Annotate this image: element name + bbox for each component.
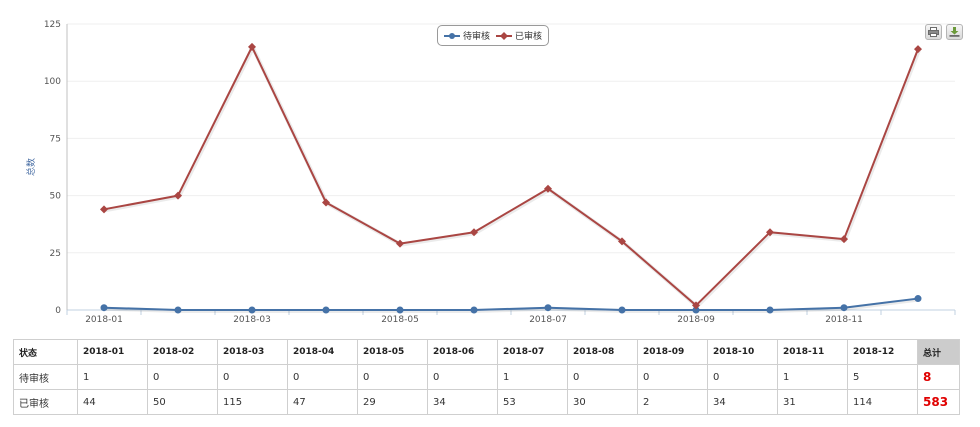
header-cell-month: 2018-08 <box>567 339 638 365</box>
data-point-pending <box>840 304 848 312</box>
header-cell-month: 2018-03 <box>217 339 288 365</box>
value-cell: 2 <box>637 389 708 415</box>
print-button[interactable] <box>925 24 942 40</box>
export-button[interactable] <box>946 24 963 40</box>
data-point-pending <box>692 306 700 314</box>
legend-marker-diamond-icon <box>496 31 513 40</box>
table-row-pending: 待审核 1 0 0 0 0 0 1 0 0 0 1 5 8 <box>13 364 960 390</box>
data-point-pending <box>100 304 108 312</box>
header-cell-month: 2018-07 <box>497 339 568 365</box>
data-point-pending <box>544 304 552 312</box>
value-cell: 34 <box>427 389 498 415</box>
series-line-pending <box>103 297 919 311</box>
value-cell: 0 <box>637 364 708 390</box>
header-cell-status: 状态 <box>13 339 78 365</box>
value-cell: 1 <box>77 364 148 390</box>
table-row-reviewed: 已审核 44 50 115 47 29 34 53 30 2 34 31 114… <box>13 389 960 415</box>
data-point-pending <box>766 306 774 314</box>
data-point-reviewed <box>618 237 626 246</box>
data-table: 状态 2018-01 2018-02 2018-03 2018-04 2018-… <box>13 339 960 415</box>
header-cell-month: 2018-05 <box>357 339 428 365</box>
value-cell: 34 <box>707 389 778 415</box>
data-point-reviewed <box>914 45 922 54</box>
x-tick-label: 2018-07 <box>529 315 567 325</box>
header-cell-month: 2018-11 <box>777 339 848 365</box>
value-cell: 1 <box>497 364 568 390</box>
value-cell: 47 <box>287 389 358 415</box>
value-cell: 0 <box>427 364 498 390</box>
series-line-reviewed <box>103 45 919 307</box>
header-cell-month: 2018-02 <box>147 339 218 365</box>
value-cell: 0 <box>707 364 778 390</box>
value-cell: 114 <box>847 389 918 415</box>
value-cell: 44 <box>77 389 148 415</box>
y-axis-title: 总数 <box>25 158 37 176</box>
value-cell: 29 <box>357 389 428 415</box>
status-cell: 已审核 <box>13 389 78 415</box>
total-cell: 583 <box>917 389 960 415</box>
value-cell: 115 <box>217 389 288 415</box>
value-cell: 0 <box>357 364 428 390</box>
header-cell-month: 2018-09 <box>637 339 708 365</box>
data-point-reviewed <box>470 228 478 237</box>
y-tick-label: 25 <box>50 249 61 259</box>
header-cell-month: 2018-06 <box>427 339 498 365</box>
x-tick-label: 2018-05 <box>381 315 419 325</box>
value-cell: 30 <box>567 389 638 415</box>
data-point-reviewed <box>840 235 848 244</box>
data-point-pending <box>914 295 922 303</box>
data-point-pending <box>618 306 626 314</box>
line-chart: 0 25 50 75 100 125 总数 2018-01 2018-03 2018-05 2018… <box>25 20 963 325</box>
data-point-pending <box>174 306 182 314</box>
header-cell-month: 2018-12 <box>847 339 918 365</box>
table-header-row: 状态 2018-01 2018-02 2018-03 2018-04 2018-… <box>13 339 960 365</box>
x-tick-label: 2018-01 <box>85 315 123 325</box>
value-cell: 5 <box>847 364 918 390</box>
data-point-reviewed <box>100 205 108 214</box>
legend-marker-circle-icon <box>444 32 460 39</box>
y-tick-label: 75 <box>50 134 61 144</box>
legend-item-pending[interactable]: 待审核 <box>444 29 490 42</box>
header-cell-month: 2018-01 <box>77 339 148 365</box>
value-cell: 0 <box>287 364 358 390</box>
value-cell: 50 <box>147 389 218 415</box>
status-cell: 待审核 <box>13 364 78 390</box>
legend-label: 待审核 <box>463 32 491 42</box>
data-point-reviewed <box>174 191 182 200</box>
x-tick-label: 2018-11 <box>825 315 863 325</box>
print-icon <box>928 27 939 37</box>
legend-item-reviewed[interactable]: 已审核 <box>496 29 542 42</box>
legend-label: 已审核 <box>515 32 543 42</box>
data-point-reviewed <box>692 301 700 310</box>
value-cell: 31 <box>777 389 848 415</box>
x-tick-label: 2018-09 <box>677 315 715 325</box>
value-cell: 0 <box>147 364 218 390</box>
chart-legend: 待审核 已审核 <box>437 25 550 46</box>
x-tick-label: 2018-03 <box>233 315 271 325</box>
value-cell: 1 <box>777 364 848 390</box>
y-tick-label: 125 <box>44 20 61 30</box>
data-point-pending <box>396 306 404 314</box>
y-tick-label: 100 <box>44 77 61 87</box>
data-point-reviewed <box>766 228 774 237</box>
value-cell: 53 <box>497 389 568 415</box>
download-icon <box>949 27 960 37</box>
header-cell-month: 2018-10 <box>707 339 778 365</box>
total-cell: 8 <box>917 364 960 390</box>
data-point-reviewed <box>248 42 256 51</box>
chart-svg: 0 25 50 75 100 125 总数 2018-01 2018-03 2018-05 2018… <box>25 20 956 325</box>
header-cell-month: 2018-04 <box>287 339 358 365</box>
value-cell: 0 <box>567 364 638 390</box>
data-point-pending <box>248 306 256 314</box>
y-tick-label: 0 <box>55 306 61 316</box>
header-cell-total: 总计 <box>917 339 960 365</box>
data-point-reviewed <box>544 184 552 193</box>
data-point-reviewed <box>396 239 404 248</box>
data-point-pending <box>322 306 330 314</box>
data-point-reviewed <box>322 198 330 207</box>
series-line-shadow <box>104 43 921 310</box>
data-point-pending <box>470 306 478 314</box>
y-tick-label: 50 <box>50 192 62 202</box>
value-cell: 0 <box>217 364 288 390</box>
